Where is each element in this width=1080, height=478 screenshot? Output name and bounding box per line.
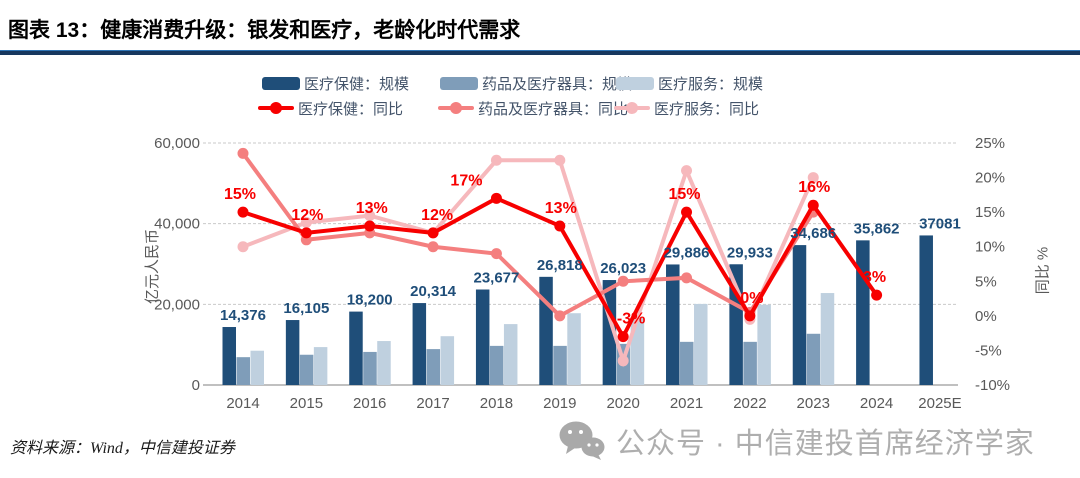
svg-text:15%: 15% (669, 186, 701, 203)
legend-item-healthcare-scale: 医疗保健：规模 (262, 74, 410, 93)
chart-canvas: 0 20,000 40,000 60,000 -10% -5% 0% 5% 10% 15% 20% 2… (154, 135, 1010, 412)
legend-label: 医疗服务：同比 (654, 100, 760, 118)
svg-text:2021: 2021 (670, 395, 703, 412)
svg-text:29,933: 29,933 (727, 244, 773, 261)
svg-text:20,000: 20,000 (154, 296, 200, 313)
svg-text:2022: 2022 (733, 395, 766, 412)
svg-text:26,818: 26,818 (537, 257, 583, 274)
svg-text:-3%: -3% (617, 311, 645, 328)
legend-marker-lightpink-line (614, 102, 650, 114)
svg-text:15%: 15% (975, 204, 1005, 221)
legend-item-medservice-scale: 医疗服务：规模 (616, 74, 764, 93)
svg-text:12%: 12% (291, 207, 323, 224)
svg-text:60,000: 60,000 (154, 135, 200, 152)
wechat-icon (559, 421, 605, 460)
watermark-text: 公众号 · 中信建投首席经济学家 (616, 428, 1035, 460)
svg-text:13%: 13% (545, 200, 577, 217)
svg-text:2023: 2023 (797, 395, 830, 412)
svg-text:20,314: 20,314 (410, 283, 457, 300)
legend-marker-pink-line (438, 102, 474, 114)
svg-text:5%: 5% (975, 273, 997, 290)
svg-text:2019: 2019 (543, 395, 576, 412)
legend-item-healthcare-yoy: 医疗保健：同比 (258, 99, 404, 118)
svg-text:0%: 0% (975, 308, 997, 325)
svg-text:2020: 2020 (606, 395, 639, 412)
svg-text:37081: 37081 (919, 215, 961, 232)
svg-text:2015: 2015 (290, 395, 323, 412)
legend-label: 医疗保健：规模 (304, 75, 410, 93)
legend-swatch-dark-bar (262, 76, 300, 90)
legend-item-medservice-yoy: 医疗服务：同比 (614, 99, 760, 118)
svg-text:2024: 2024 (860, 395, 893, 412)
svg-text:2025E: 2025E (918, 395, 961, 412)
svg-text:17%: 17% (450, 172, 482, 189)
watermark: 公众号 · 中信建投首席经济学家 (558, 420, 1035, 462)
svg-text:15%: 15% (224, 186, 256, 203)
svg-text:26,023: 26,023 (600, 260, 646, 277)
svg-text:0%: 0% (740, 290, 763, 307)
svg-text:18,200: 18,200 (347, 292, 393, 309)
svg-text:35,862: 35,862 (854, 220, 900, 237)
legend-item-pharma-yoy: 药品及医疗器具：同比 (438, 99, 629, 118)
svg-text:34,686: 34,686 (790, 225, 836, 242)
svg-text:0: 0 (192, 377, 200, 394)
svg-text:23,677: 23,677 (473, 270, 519, 287)
legend-label: 药品及医疗器具：规模 (482, 75, 633, 93)
svg-text:2018: 2018 (480, 395, 513, 412)
svg-text:20%: 20% (975, 170, 1005, 187)
svg-text:10%: 10% (975, 239, 1005, 256)
legend-label: 医疗服务：规模 (658, 75, 764, 93)
svg-text:25%: 25% (975, 135, 1005, 152)
svg-text:29,886: 29,886 (664, 244, 710, 261)
svg-text:40,000: 40,000 (154, 216, 200, 233)
legend-item-pharma-scale: 药品及医疗器具：规模 (440, 74, 633, 93)
svg-text:13%: 13% (356, 200, 388, 217)
source-note: 资料来源：Wind，中信建投证券 (10, 440, 235, 457)
svg-text:2017: 2017 (416, 395, 449, 412)
svg-text:2016: 2016 (353, 395, 386, 412)
legend-label: 医疗保健：同比 (298, 100, 404, 118)
legend-swatch-light-bar (616, 76, 654, 90)
svg-text:-10%: -10% (975, 377, 1010, 394)
svg-text:16%: 16% (798, 179, 830, 196)
legend-label: 药品及医疗器具：同比 (478, 100, 629, 118)
svg-text:2014: 2014 (226, 395, 259, 412)
legend-swatch-medium-bar (440, 76, 478, 90)
legend-marker-red-line (258, 102, 294, 114)
svg-text:-5%: -5% (975, 342, 1002, 359)
figure-title: 图表 13：健康消费升级：银发和医疗，老龄化时代需求 (8, 19, 521, 42)
svg-text:16,105: 16,105 (283, 300, 329, 317)
header-rule (0, 50, 1080, 55)
svg-text:3%: 3% (863, 269, 886, 286)
svg-text:14,376: 14,376 (220, 307, 266, 324)
svg-text:12%: 12% (421, 207, 453, 224)
